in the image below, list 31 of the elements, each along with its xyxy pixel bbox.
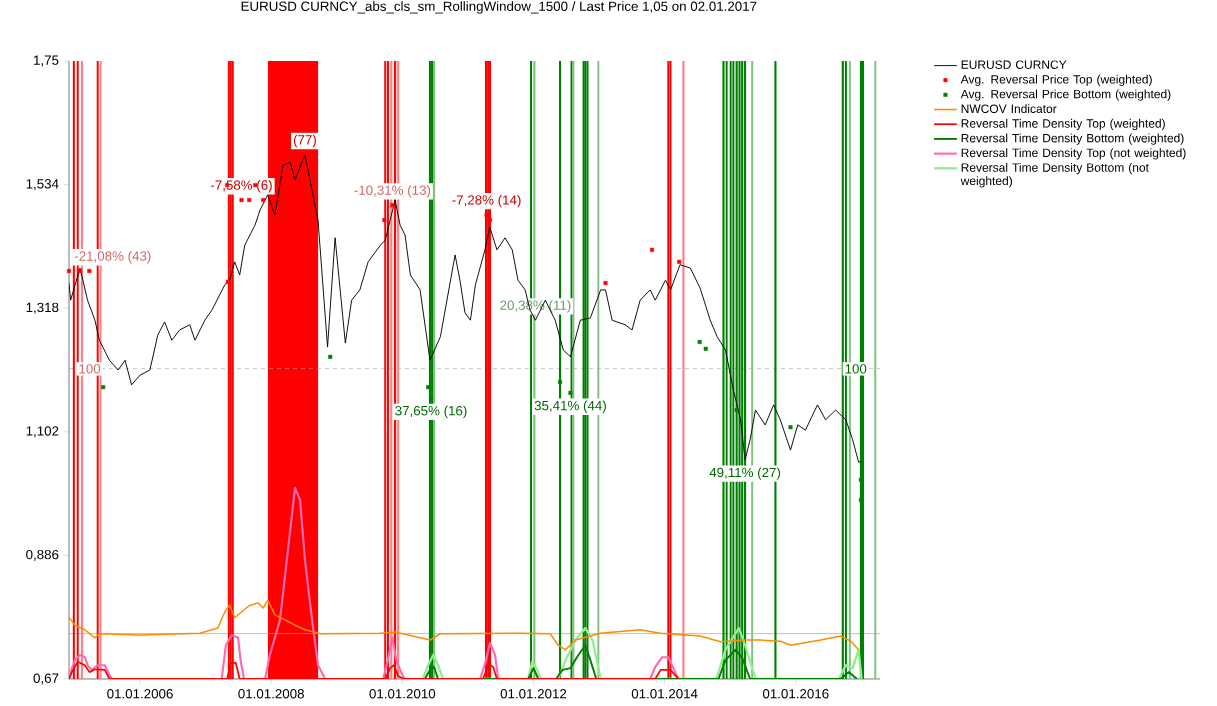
annotation: 49,11% (27) [709,467,781,480]
legend-label: Avg. Reversal Price Top (weighted) [960,74,1152,86]
annotation: 37,65% (16) [395,405,467,419]
legend-label: NWCOV Indicator [961,104,1057,113]
x-tick-label: 01.01.2006 [107,689,173,699]
annotation: -10,31% (13) [354,185,431,198]
y-tick-label: 1,318 [26,302,59,314]
annotation: -7,28% (14) [452,194,521,208]
x-tick-label: 01.01.2014 [631,689,698,699]
annotation: 100 [845,364,867,374]
annotation: -7,58% (6) [210,180,272,193]
legend-label: Reversal Time Density Top (weighted) [961,118,1165,131]
annotation: 35,41% (44) [534,400,606,413]
legend-label: Avg. Reversal Price Bottom (weighted) [960,89,1171,101]
chart-title: EURUSD CURNCY_abs_cls_sm_RollingWindow_1500 / Last Price 1,05 on 02.01.2017 [241,1,757,14]
y-tick-label: 1,534 [26,179,59,191]
y-tick-label: 1,102 [26,426,59,438]
x-tick-label: 01.01.2008 [238,689,304,699]
x-tick-label: 01.01.2016 [762,689,829,699]
legend-label: Reversal Time Density Bottom (not weighted) [960,162,1149,188]
y-tick-label: 0,67 [33,673,59,685]
legend-label: EURUSD CURNCY [961,60,1067,69]
x-tick-label: 01.01.2010 [369,689,436,699]
legend-label: Reversal Time Density Top (not weighted) [961,148,1186,160]
annotation: 100 [79,364,101,374]
annotation: (77) [293,134,316,148]
y-tick-label: 1,75 [34,55,59,67]
legend-label: Reversal Time Density Bottom (weighted) [961,133,1184,145]
annotation: -21,08% (43) [74,250,151,264]
x-tick-label: 01.01.2012 [500,689,567,699]
y-tick-label: 0,886 [26,549,59,561]
